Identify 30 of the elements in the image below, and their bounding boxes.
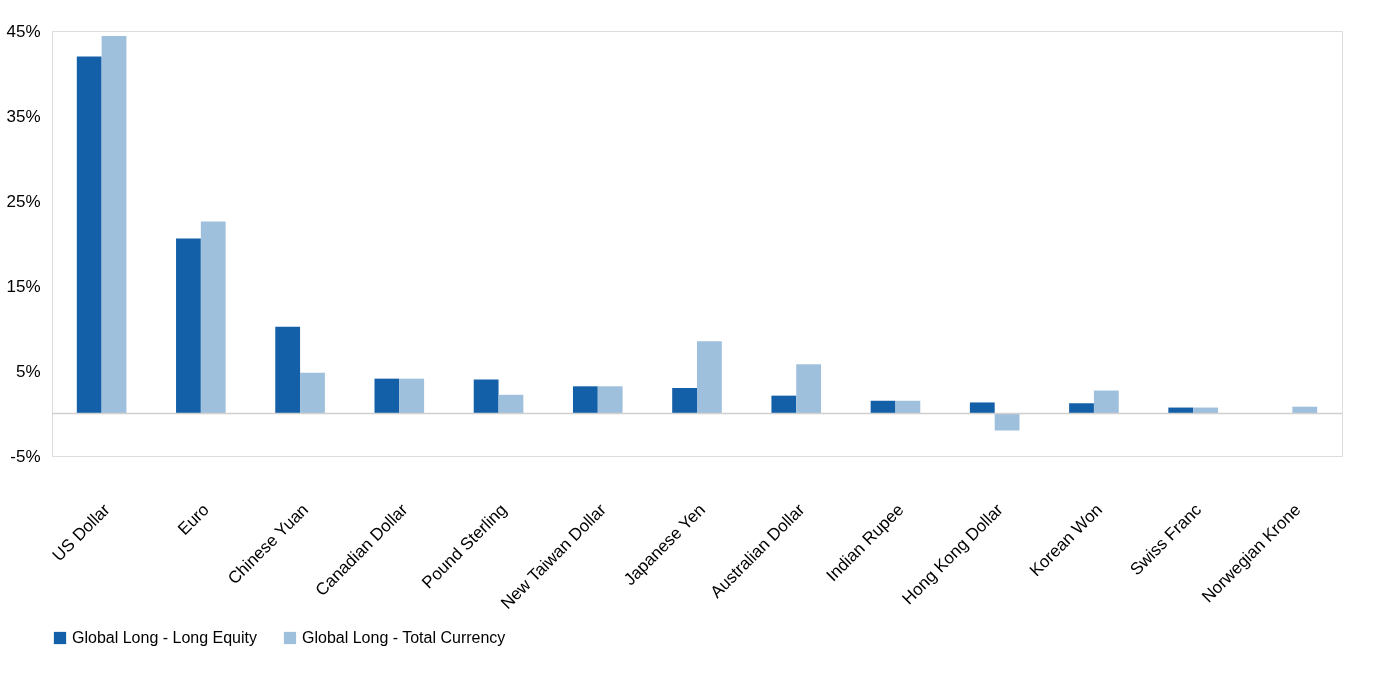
bar: [399, 378, 425, 414]
bar: [498, 394, 524, 414]
bar: [101, 36, 127, 414]
bar: [76, 56, 102, 414]
bar: [697, 341, 722, 414]
bar: [796, 364, 822, 414]
bar: [771, 395, 797, 414]
bar: [200, 221, 226, 414]
y-tick-label: 5%: [15, 361, 41, 381]
y-tick-label: 15%: [6, 276, 41, 296]
bar: [572, 386, 598, 414]
bar: [597, 386, 623, 414]
bar: [300, 372, 325, 414]
bar: [275, 326, 301, 414]
y-tick-label: 45%: [6, 21, 41, 41]
legend-label: Global Long - Total Currency: [302, 629, 506, 646]
bar: [994, 413, 1020, 431]
y-tick-label: 25%: [6, 191, 41, 211]
bar: [374, 378, 400, 414]
bar: [870, 400, 896, 414]
bar: [1069, 403, 1094, 414]
legend-label: Global Long - Long Equity: [72, 629, 258, 646]
bar: [176, 238, 201, 414]
bar: [895, 400, 921, 414]
bar: [672, 388, 697, 414]
bar: [473, 379, 499, 414]
bar: [1093, 390, 1119, 414]
bar: [969, 402, 995, 414]
y-tick-label: -5%: [10, 446, 41, 466]
y-tick-label: 35%: [6, 106, 41, 126]
